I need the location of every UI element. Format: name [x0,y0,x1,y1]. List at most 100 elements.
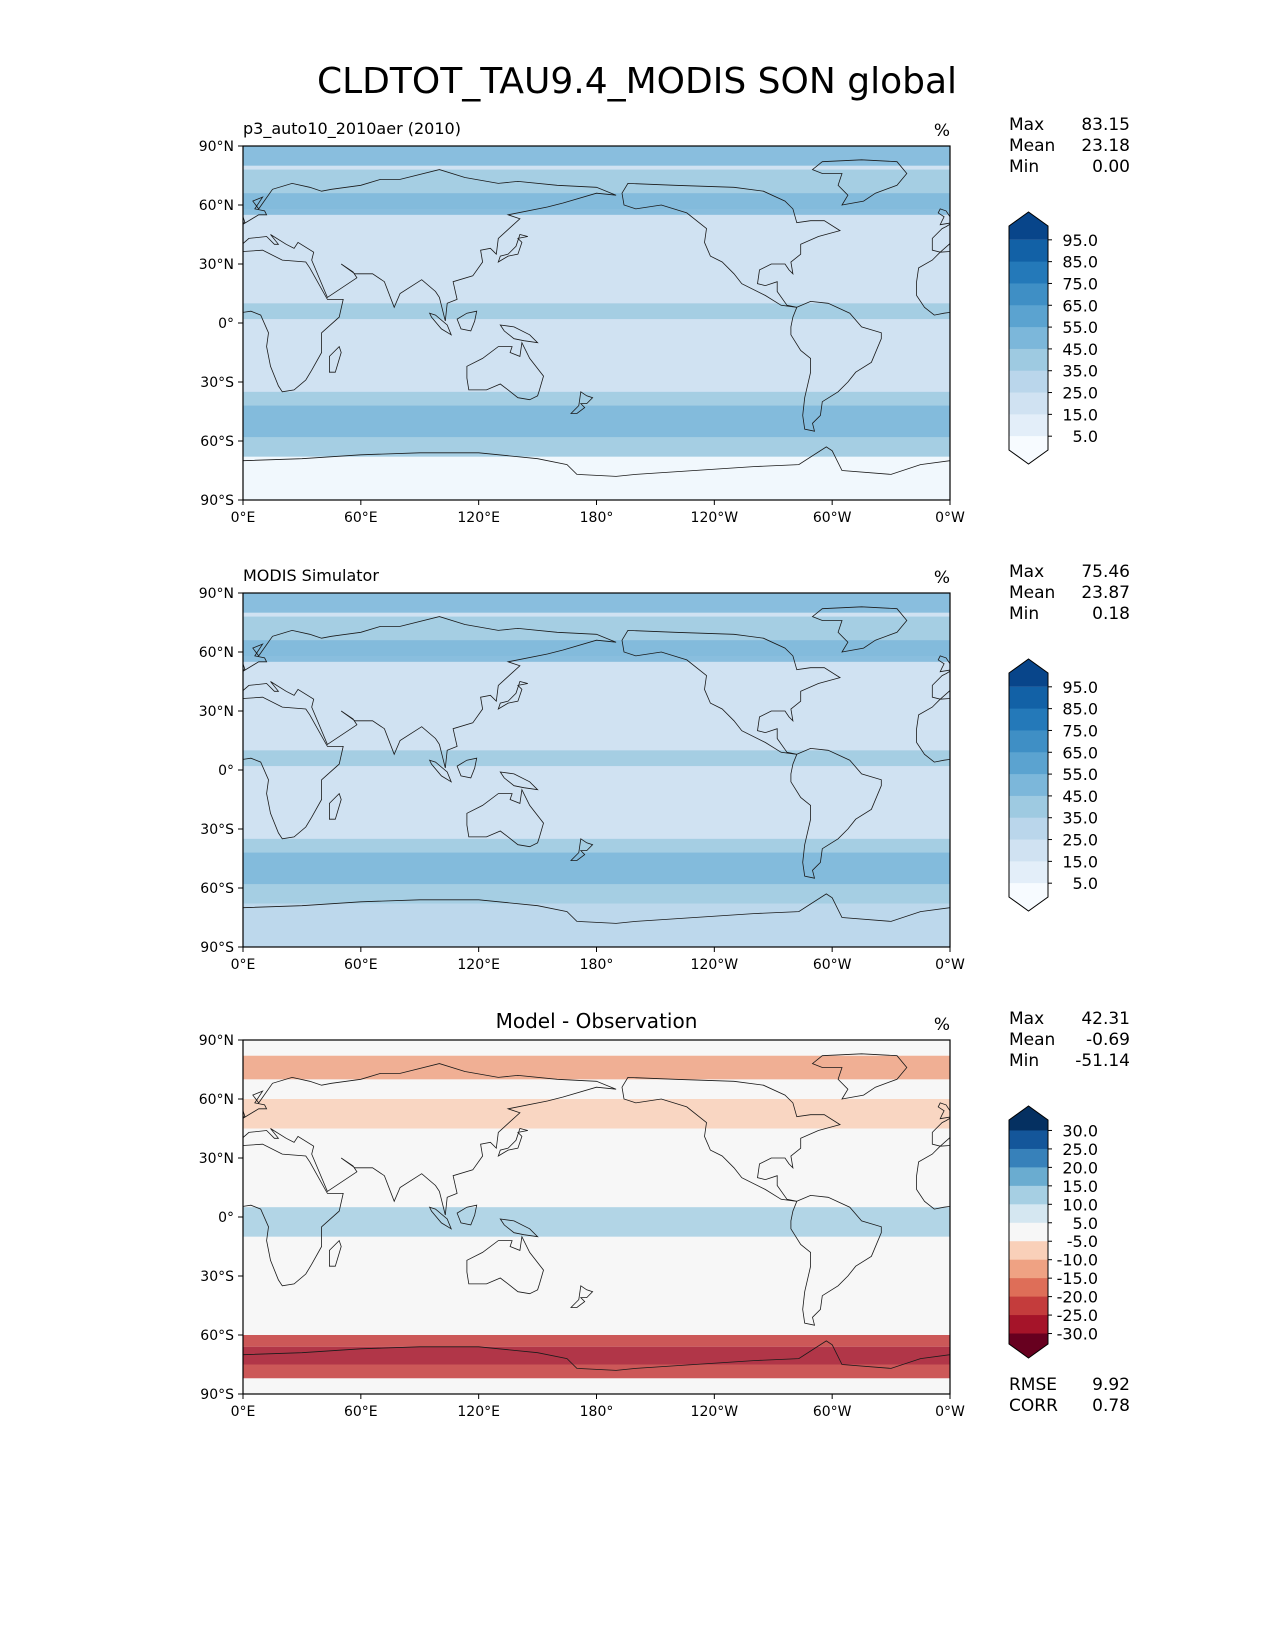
colorbar-outline [1008,211,1049,465]
coastlines [243,606,950,947]
y-tick-label: 30°S [200,1269,234,1285]
colorbar-segment [1009,774,1048,797]
coastline-uk-wrap [937,655,950,673]
colorbar-tick-label: 25.0 [1062,384,1098,403]
coastline-newguinea [499,1218,539,1238]
coastline-madagascar [329,345,342,373]
southern-ocean-core [243,405,950,438]
y-tick-label: 90°N [199,1033,234,1049]
y-tick-label: 60°N [199,645,234,661]
coastline-eurasia-wrap [931,223,950,253]
x-tick-label: 0°W [935,1404,965,1420]
southern-deficit-band [243,1335,950,1347]
y-tick-label: 60°N [199,198,234,214]
stat-value-max: 42.31 [1081,1009,1130,1029]
colorbar-tick-label: 15.0 [1062,1177,1098,1196]
panel-title: Model - Observation [496,1009,698,1033]
north-storm-track-core [243,193,950,215]
y-tick-label: 0° [218,316,234,332]
map-field-difference [243,1040,950,1394]
stat-value-mean: -0.69 [1086,1030,1130,1050]
x-tick-label: 60°E [344,510,378,526]
colorbar-tick-label: 5.0 [1073,874,1098,893]
y-tick-label: 30°S [200,375,234,391]
colorbar-segment [1009,1259,1048,1279]
coastline-japan [497,681,528,710]
stat-label-mean: Mean [1009,136,1055,156]
stat-label-min: Min [1009,604,1039,624]
colorbar-tick-label: -20.0 [1057,1288,1098,1307]
y-tick-label: 30°N [199,704,234,720]
y-tick-label: 60°S [200,434,234,450]
southern-ocean-edge [243,441,950,457]
colorbar-segment [1009,283,1048,306]
units-label: % [934,1015,950,1035]
tropical-excess-band [243,1207,950,1237]
colorbar-tick-label: 15.0 [1062,405,1098,424]
panel-title: p3_auto10_2010aer (2010) [243,119,461,139]
colorbar-segment [1009,370,1048,394]
panel-title: MODIS Simulator [243,566,379,585]
x-tick-label: 180° [580,1404,614,1420]
colorbar: 95.0 85.0 75.0 65.0 55.0 45.0 35.0 25.0 15.0 5.0 [1008,211,1098,465]
coastline-newguinea [499,771,539,791]
itcz-band [243,303,950,320]
stat-label-mean: Mean [1009,583,1055,603]
y-tick-label: 0° [218,763,234,779]
colorbar-segment [1009,348,1048,372]
colorbar-extend-bottom [1009,883,1048,911]
figure-title: CLDTOT_TAU9.4_MODIS SON global [317,61,957,102]
metric-label-rmse: RMSE [1009,1375,1057,1395]
coastline-africa [243,1143,344,1287]
stat-label-min: Min [1009,1051,1039,1071]
stat-label-max: Max [1009,1009,1044,1029]
colorbar-segment [1009,1278,1048,1298]
x-tick-label: 60°W [813,957,852,973]
metric-label-corr: CORR [1009,1396,1058,1416]
coastline-uk [243,663,246,671]
colorbar-tick-label: -30.0 [1057,1325,1098,1344]
y-tick-label: 90°S [200,1387,234,1403]
colorbar-tick-label: 25.0 [1062,831,1098,850]
colorbar-segment [1009,730,1048,753]
coastline-sumatra [428,759,453,783]
x-tick-label: 120°W [691,957,739,973]
x-tick-label: 0°E [231,510,256,526]
stat-value-mean: 23.18 [1081,136,1130,156]
coastline-nz [570,1285,594,1308]
coastline-borneo [456,757,478,779]
colorbar-tick-label: -25.0 [1057,1306,1098,1325]
antarctic-deficit-band [243,1364,950,1379]
colorbar-tick-label: 45.0 [1062,787,1098,806]
stat-label-max: Max [1009,115,1044,135]
x-tick-label: 0°E [231,1404,256,1420]
colorbar-tick-label: 20.0 [1062,1158,1098,1177]
coastlines [243,159,950,500]
colorbar-tick-label: -15.0 [1057,1269,1098,1288]
stat-label-min: Min [1009,157,1039,177]
coastline-sam [790,747,882,879]
southern-ocean-edge [243,888,950,904]
coastline-eurasia [243,616,617,769]
stat-value-mean: 23.87 [1081,583,1130,603]
coastline-borneo [456,310,478,332]
colorbar-segment [1009,708,1048,731]
y-tick-label: 90°N [199,139,234,155]
coastline-aus [466,788,544,848]
metric-value-corr: 0.78 [1092,1396,1130,1416]
colorbar-segment [1009,1167,1048,1187]
y-tick-label: 90°N [199,586,234,602]
colorbar-tick-label: 15.0 [1062,852,1098,871]
colorbar-tick-label: 85.0 [1062,253,1098,272]
x-tick-label: 180° [580,510,614,526]
colorbar-tick-label: 55.0 [1062,318,1098,337]
coastline-antarctica [243,893,950,947]
coastline-nam [621,182,841,308]
panel-difference: 0°E 60°E 120°E 180° 120°W 60°W 0°W 90°N 60°N 30°N… [199,1009,1130,1420]
north-storm-track-core [243,640,950,662]
coastline-nz [570,391,594,414]
colorbar-tick-label: 10.0 [1062,1195,1098,1214]
coastline-nam [621,629,841,755]
coastline-sumatra [428,1206,453,1230]
arctic-band [243,146,950,166]
